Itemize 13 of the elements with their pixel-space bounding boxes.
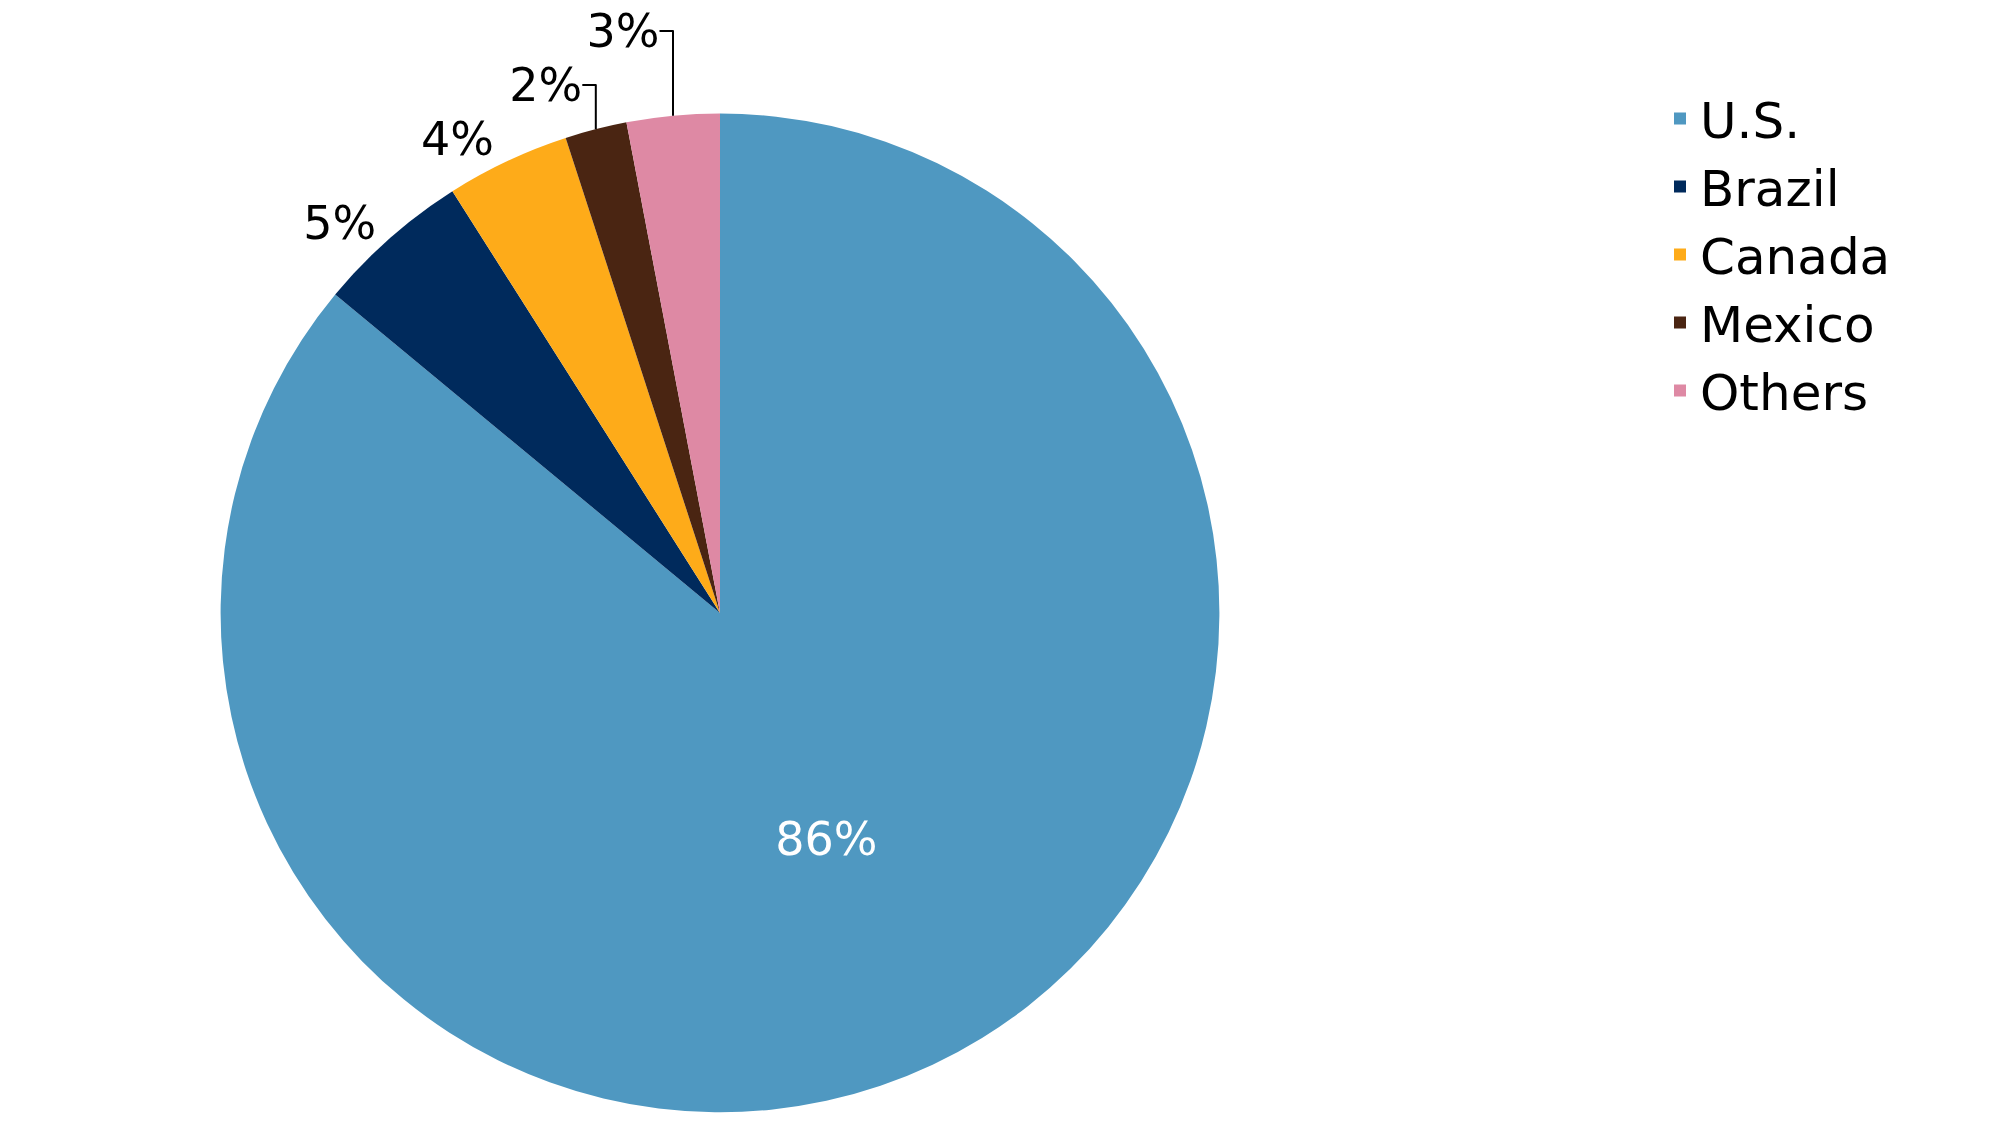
data-label: 3%	[586, 3, 660, 58]
pie-slice	[221, 113, 1220, 1112]
legend-label: Others	[1700, 363, 1869, 422]
pie-slice	[565, 122, 720, 613]
pie-slice	[626, 113, 720, 613]
legend-label: Mexico	[1700, 295, 1875, 354]
legend-label: U.S.	[1700, 91, 1801, 150]
data-label: 5%	[303, 196, 377, 251]
data-label: 4%	[420, 111, 494, 166]
data-label: 86%	[775, 811, 878, 866]
data-label: 2%	[509, 57, 583, 112]
legend-label: Brazil	[1700, 159, 1840, 218]
legend-label: Canada	[1700, 227, 1891, 286]
